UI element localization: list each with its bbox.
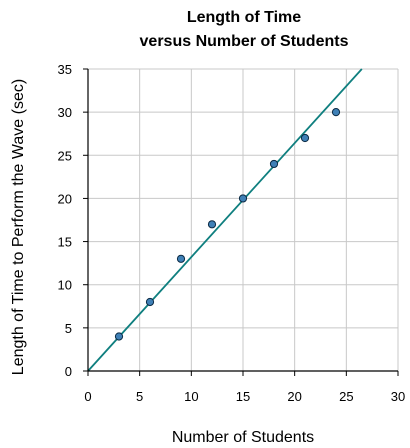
axes — [83, 68, 399, 376]
tick-labels: 0 5 10 15 20 25 30 0 5 10 15 20 25 30 35 — [58, 62, 406, 404]
y-tick-label-0: 0 — [65, 364, 72, 379]
x-axis-label: Number of Students — [172, 429, 314, 446]
data-point-6 — [269, 159, 279, 169]
y-tick-label-20: 20 — [58, 191, 72, 206]
data-point-5 — [238, 194, 248, 203]
y-tick-label-15: 15 — [58, 235, 72, 250]
y-tick-label-5: 5 — [65, 321, 72, 336]
x-tick-label-25: 25 — [339, 389, 353, 404]
data-point-2 — [145, 297, 155, 307]
data-point-4 — [207, 220, 217, 229]
x-tick-label-20: 20 — [287, 389, 301, 404]
grid — [87, 68, 399, 372]
y-tick-label-10: 10 — [58, 278, 72, 293]
y-tick-label-30: 30 — [58, 105, 72, 120]
y-axis-label: Length of Time to Perform the Wave (sec) — [10, 79, 27, 375]
x-tick-label-10: 10 — [184, 389, 198, 404]
chart-title-line-2: versus Number of Students — [140, 33, 349, 50]
x-tick-label-0: 0 — [84, 389, 91, 404]
trend-line — [87, 68, 363, 372]
trend-line-group — [87, 68, 363, 372]
data-point-7 — [300, 133, 310, 143]
x-tick-label-15: 15 — [236, 389, 250, 404]
x-tick-label-30: 30 — [391, 389, 405, 404]
y-tick-label-35: 35 — [58, 62, 72, 77]
data-points — [114, 108, 341, 341]
data-point-8 — [331, 108, 341, 117]
y-tick-label-25: 25 — [58, 148, 72, 163]
chart-title-line-1: Length of Time — [187, 9, 301, 26]
data-point-3 — [176, 254, 186, 263]
x-tick-label-5: 5 — [136, 389, 143, 404]
data-point-1 — [114, 332, 124, 341]
